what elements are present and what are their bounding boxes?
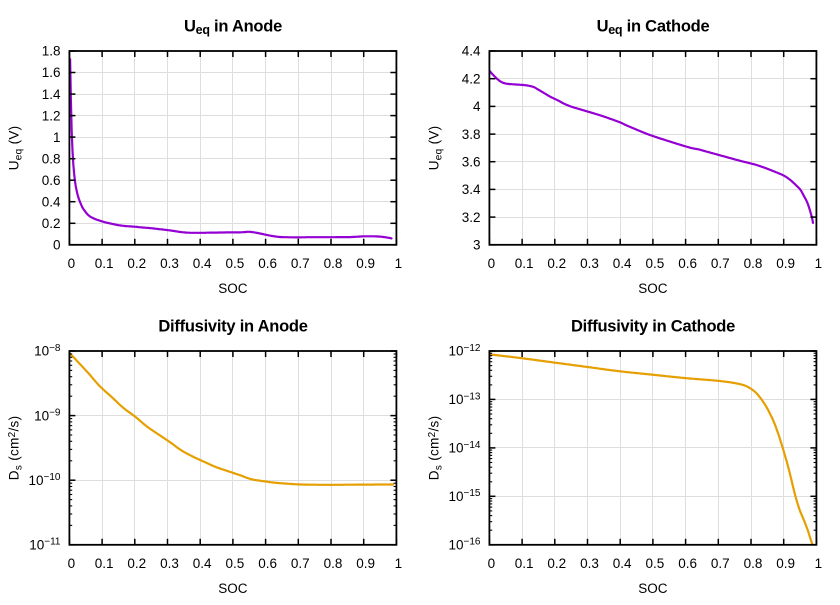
svg-text:0.8: 0.8 (324, 556, 343, 571)
svg-text:0.5: 0.5 (646, 556, 665, 571)
svg-text:0.3: 0.3 (580, 556, 599, 571)
svg-text:0.7: 0.7 (291, 556, 310, 571)
svg-text:0.9: 0.9 (776, 556, 795, 571)
svg-text:0: 0 (68, 556, 76, 571)
svg-text:0.6: 0.6 (258, 256, 277, 271)
svg-text:0: 0 (53, 238, 61, 253)
svg-text:1: 1 (53, 130, 61, 145)
svg-text:0.3: 0.3 (580, 256, 599, 271)
svg-text:0.6: 0.6 (42, 173, 61, 188)
svg-text:0.4: 0.4 (193, 556, 212, 571)
svg-text:0.4: 0.4 (42, 194, 61, 209)
svg-text:0.4: 0.4 (613, 256, 632, 271)
svg-text:4.4: 4.4 (462, 44, 481, 59)
svg-text:4: 4 (473, 99, 481, 114)
svg-text:0.2: 0.2 (547, 256, 566, 271)
svg-text:SOC: SOC (638, 581, 668, 596)
svg-text:0.9: 0.9 (356, 556, 375, 571)
svg-text:0.3: 0.3 (160, 556, 179, 571)
svg-text:3: 3 (473, 238, 481, 253)
svg-text:0.8: 0.8 (324, 256, 343, 271)
svg-text:3.6: 3.6 (462, 154, 481, 169)
svg-text:Ds (cm2/s): Ds (cm2/s) (427, 416, 445, 481)
svg-text:3.4: 3.4 (462, 182, 481, 197)
svg-text:0.6: 0.6 (678, 256, 697, 271)
svg-text:SOC: SOC (218, 281, 248, 296)
svg-text:1: 1 (395, 256, 403, 271)
svg-text:Ueq in Cathode: Ueq in Cathode (597, 18, 710, 38)
svg-text:0.2: 0.2 (127, 556, 146, 571)
svg-text:0.8: 0.8 (42, 151, 61, 166)
svg-text:0.5: 0.5 (646, 256, 665, 271)
svg-text:4.2: 4.2 (462, 71, 481, 86)
svg-text:0.6: 0.6 (258, 556, 277, 571)
svg-text:Diffusivity in Cathode: Diffusivity in Cathode (571, 318, 735, 336)
svg-text:1.4: 1.4 (42, 87, 61, 102)
svg-text:0.8: 0.8 (744, 556, 763, 571)
svg-text:0.1: 0.1 (95, 556, 114, 571)
svg-text:0.2: 0.2 (42, 216, 61, 231)
svg-text:SOC: SOC (638, 281, 668, 296)
svg-text:1: 1 (815, 556, 823, 571)
svg-text:3.8: 3.8 (462, 127, 481, 142)
svg-text:SOC: SOC (218, 581, 248, 596)
svg-text:0.7: 0.7 (291, 256, 310, 271)
svg-text:1.8: 1.8 (42, 44, 61, 59)
svg-text:0.6: 0.6 (678, 556, 697, 571)
svg-text:0.1: 0.1 (515, 256, 534, 271)
svg-text:1: 1 (395, 556, 403, 571)
svg-text:0.7: 0.7 (711, 256, 730, 271)
svg-text:0.9: 0.9 (356, 256, 375, 271)
svg-text:0: 0 (488, 256, 496, 271)
svg-text:1.6: 1.6 (42, 65, 61, 80)
svg-text:0.7: 0.7 (711, 556, 730, 571)
svg-text:0.3: 0.3 (160, 256, 179, 271)
svg-text:3.2: 3.2 (462, 210, 481, 225)
svg-text:0.1: 0.1 (515, 556, 534, 571)
svg-text:0.2: 0.2 (547, 556, 566, 571)
svg-text:0.1: 0.1 (95, 256, 114, 271)
svg-text:0.2: 0.2 (127, 256, 146, 271)
svg-text:0.5: 0.5 (226, 556, 245, 571)
svg-text:0.4: 0.4 (613, 556, 632, 571)
svg-text:Diffusivity in Anode: Diffusivity in Anode (158, 318, 307, 336)
svg-text:0.9: 0.9 (776, 256, 795, 271)
svg-text:Ueq in Anode: Ueq in Anode (184, 18, 282, 38)
svg-text:0: 0 (68, 256, 76, 271)
svg-text:0: 0 (488, 556, 496, 571)
svg-text:0.8: 0.8 (744, 256, 763, 271)
svg-text:0.5: 0.5 (226, 256, 245, 271)
svg-text:0.4: 0.4 (193, 256, 212, 271)
svg-text:1: 1 (815, 256, 823, 271)
svg-text:Ds (cm2/s): Ds (cm2/s) (7, 416, 25, 481)
svg-text:1.2: 1.2 (42, 108, 61, 123)
